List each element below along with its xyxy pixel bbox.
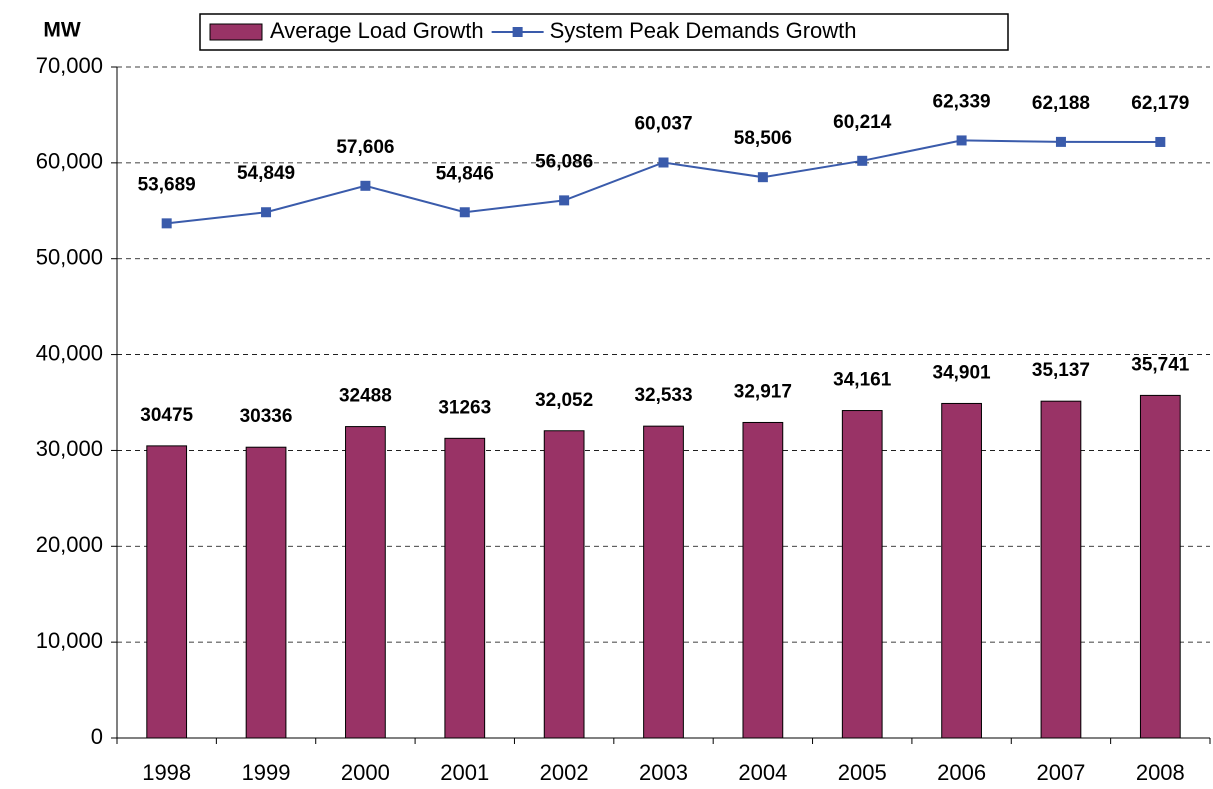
line-value-label: 62,188 [1032, 93, 1090, 114]
line-value-label: 53,689 [138, 174, 196, 195]
bar [1139, 394, 1181, 739]
bar [941, 402, 982, 739]
x-tick-label: 2007 [1036, 760, 1085, 785]
bar-value-label: 30336 [240, 406, 293, 427]
bar [345, 426, 386, 739]
bar-value-label: 32,533 [634, 385, 692, 406]
y-tick-label: 40,000 [36, 340, 103, 365]
bar [643, 425, 684, 739]
legend-label: System Peak Demands Growth [550, 18, 857, 43]
x-tick-label: 2008 [1136, 760, 1185, 785]
y-tick-label: 0 [91, 724, 103, 749]
x-tick-label: 2001 [440, 760, 489, 785]
line-value-label: 60,037 [634, 114, 692, 135]
line-value-label: 54,846 [436, 163, 494, 184]
bar [444, 437, 486, 739]
bar [742, 421, 784, 739]
bar [841, 410, 883, 739]
line-marker [459, 207, 470, 218]
line [166, 139, 1161, 225]
bar-value-label: 32,917 [734, 381, 792, 402]
y-tick-label: 60,000 [36, 149, 103, 174]
x-tick-label: 2000 [341, 760, 390, 785]
bar [543, 430, 585, 739]
line-value-label: 62,179 [1131, 93, 1189, 114]
line-marker [956, 135, 967, 146]
bar-value-label: 34,161 [833, 370, 892, 391]
legend-label: Average Load Growth [270, 18, 484, 43]
bar-value-label: 30475 [140, 405, 193, 426]
line-value-label: 54,849 [237, 163, 295, 184]
bar [245, 446, 287, 739]
legend-swatch [512, 27, 523, 37]
bar-value-label: 32488 [339, 386, 392, 407]
bar-value-label: 35,137 [1032, 360, 1090, 381]
y-tick-label: 20,000 [36, 532, 103, 557]
x-tick-label: 2005 [838, 760, 887, 785]
bar-value-label: 34,901 [933, 362, 992, 383]
line-marker [658, 157, 669, 168]
y-tick-label: 70,000 [36, 53, 103, 78]
bar-value-label: 31263 [438, 397, 491, 418]
legend-box [199, 13, 1009, 51]
line-marker [360, 180, 371, 191]
line-value-label: 62,339 [933, 91, 991, 112]
legend-swatch [209, 23, 263, 41]
line-value-label: 60,214 [833, 112, 892, 133]
bar-value-label: 32,052 [535, 390, 593, 411]
line-marker [757, 172, 768, 183]
line-value-label: 57,606 [336, 137, 394, 158]
line-marker [559, 195, 570, 206]
line-marker [1155, 136, 1166, 147]
x-tick-label: 1998 [142, 760, 191, 785]
line-marker [161, 218, 172, 229]
bar [146, 445, 188, 739]
line-value-label: 58,506 [734, 128, 792, 149]
line-marker [857, 155, 868, 166]
x-tick-label: 2003 [639, 760, 688, 785]
x-tick-label: 2004 [738, 760, 787, 785]
bar [1040, 400, 1082, 739]
x-tick-label: 2002 [540, 760, 589, 785]
bar-value-label: 35,741 [1131, 354, 1190, 375]
x-tick-label: 1999 [242, 760, 291, 785]
x-tick-label: 2006 [937, 760, 986, 785]
line-marker [261, 207, 272, 218]
line-marker [1055, 136, 1066, 147]
y-tick-label: 30,000 [36, 436, 103, 461]
y-axis-title: MW [43, 19, 80, 42]
y-tick-label: 10,000 [36, 628, 103, 653]
line-value-label: 56,086 [535, 151, 593, 172]
y-tick-label: 50,000 [36, 245, 103, 270]
